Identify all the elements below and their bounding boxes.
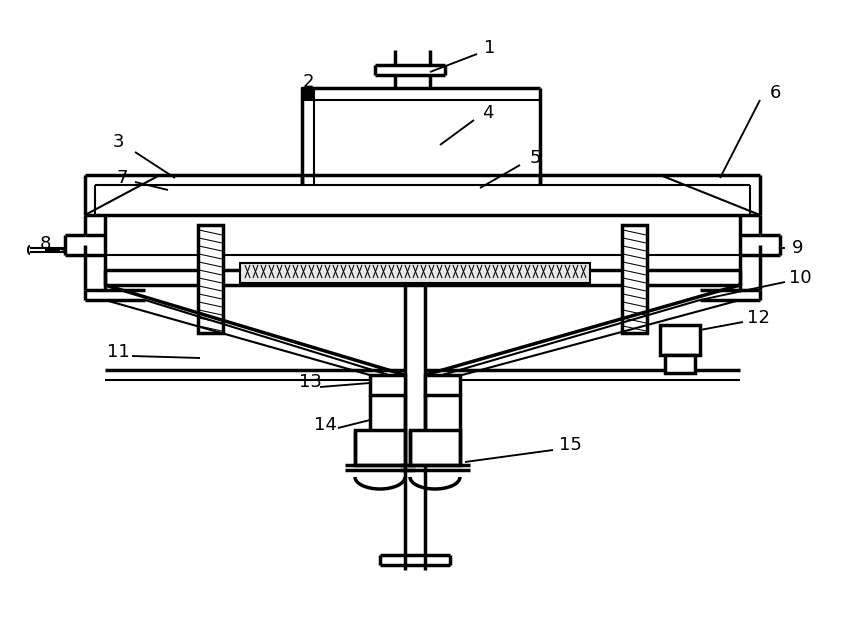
Text: 15: 15 <box>558 436 581 454</box>
Text: 6: 6 <box>769 84 780 102</box>
Bar <box>410 430 460 465</box>
Text: 5: 5 <box>530 149 541 167</box>
Text: 9: 9 <box>792 239 804 257</box>
Text: 13: 13 <box>298 373 321 391</box>
Text: 1: 1 <box>484 39 496 57</box>
Bar <box>660 325 700 355</box>
Text: 11: 11 <box>106 343 129 361</box>
Text: 10: 10 <box>789 269 811 287</box>
Bar <box>665 355 695 373</box>
Text: 12: 12 <box>746 309 769 327</box>
Text: 4: 4 <box>482 104 494 122</box>
Bar <box>355 430 405 465</box>
Text: 2: 2 <box>303 73 314 91</box>
Bar <box>622 225 647 333</box>
Text: 3: 3 <box>112 133 124 151</box>
Bar <box>240 263 590 283</box>
Text: 14: 14 <box>314 416 337 434</box>
Text: 8: 8 <box>39 235 51 253</box>
Bar <box>198 225 223 333</box>
Bar <box>302 88 314 100</box>
Bar <box>370 375 405 395</box>
Bar <box>425 375 460 395</box>
Text: 7: 7 <box>116 169 127 187</box>
